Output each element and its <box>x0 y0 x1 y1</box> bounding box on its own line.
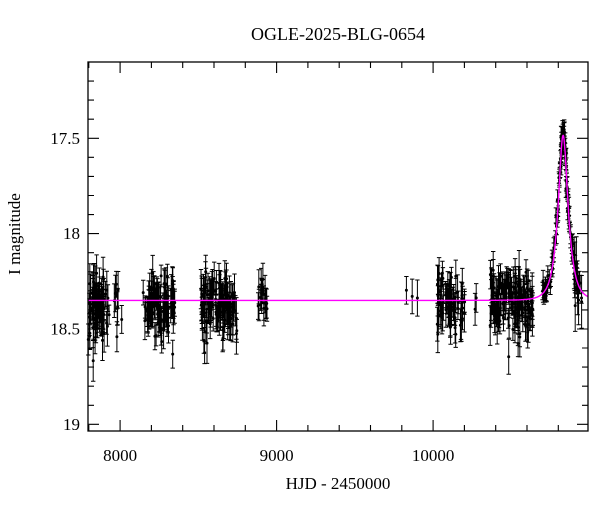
y-axis-label: I magnitude <box>5 193 24 275</box>
model-light-curve <box>88 134 589 302</box>
x-tick-label: 10000 <box>412 446 455 465</box>
y-tick-label: 17.5 <box>50 129 80 148</box>
y-tick-label: 18 <box>63 224 80 243</box>
y-tick-label: 18.5 <box>50 320 80 339</box>
axis-tick-labels: 8000 9000 10000 17.5 18 18.5 19 <box>50 129 454 465</box>
chart-title: OGLE-2025-BLG-0654 <box>251 24 425 44</box>
axis-ticks <box>88 61 588 431</box>
data-point-dots <box>86 128 584 363</box>
x-axis-label: HJD - 2450000 <box>286 474 391 493</box>
x-tick-label: 8000 <box>103 446 137 465</box>
plot-frame <box>87 61 589 432</box>
y-tick-label: 19 <box>63 415 80 434</box>
data-series <box>86 119 589 382</box>
x-tick-label: 9000 <box>260 446 294 465</box>
tick-marks <box>88 61 588 431</box>
